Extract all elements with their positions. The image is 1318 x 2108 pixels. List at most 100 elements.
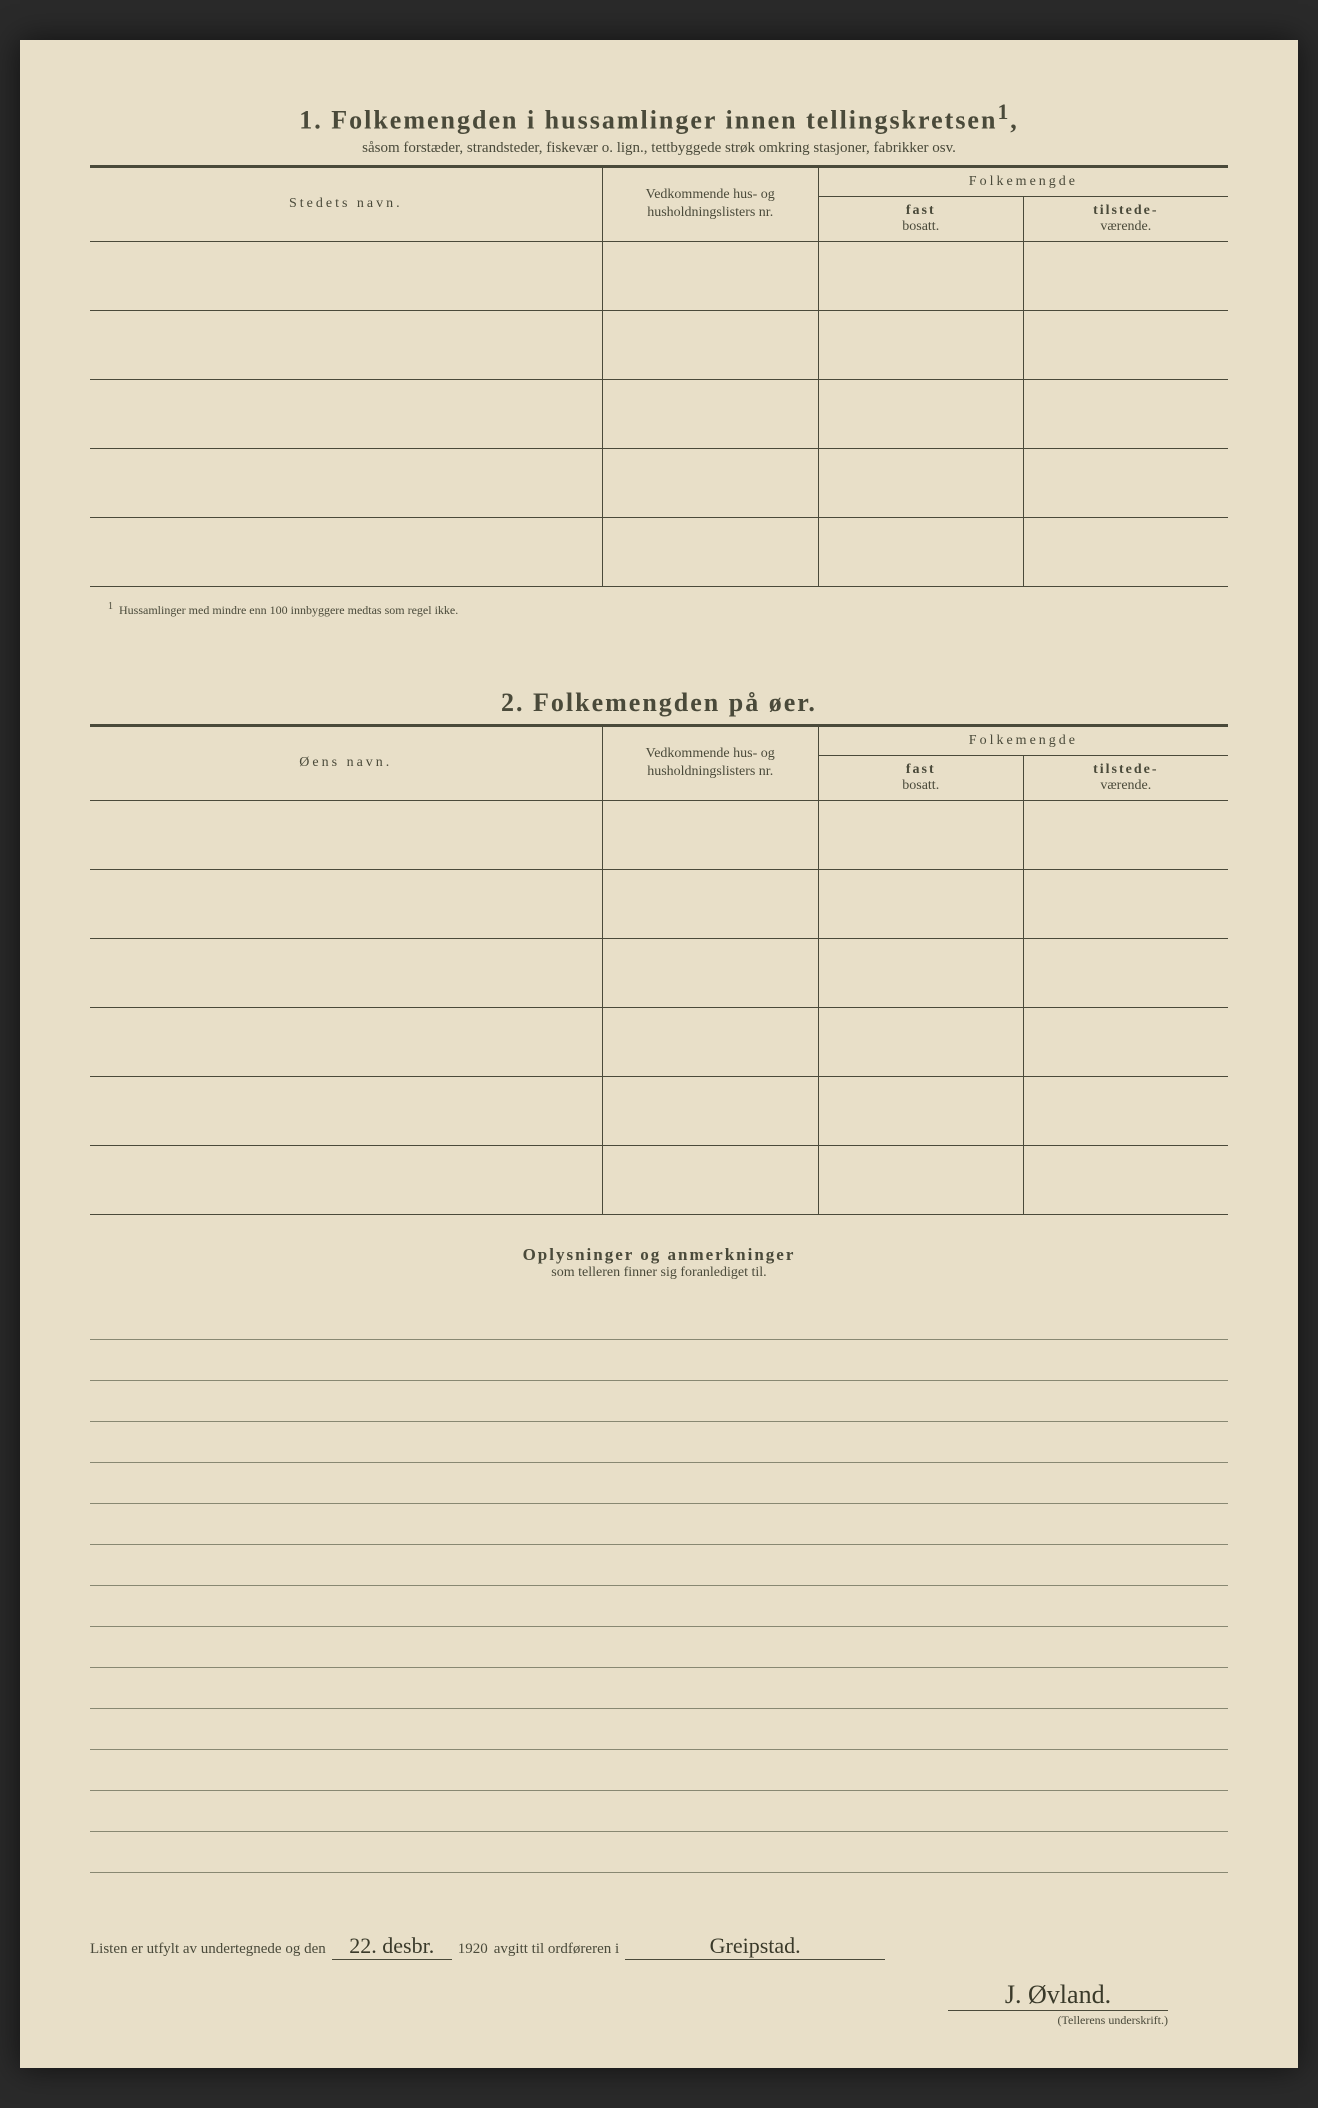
section1-th-til: tilstede-værende. xyxy=(1023,196,1228,241)
table-cell xyxy=(90,241,602,310)
section1-th-ref: Vedkommende hus- og husholdningslisters … xyxy=(602,168,818,242)
section1-sup: 1 xyxy=(997,100,1010,124)
table-row xyxy=(90,517,1228,586)
gap-1 xyxy=(90,618,1228,688)
section1-title: 1. Folkemengden i hussamlinger innen tel… xyxy=(90,100,1228,136)
table-cell xyxy=(818,869,1023,938)
section1-tbody xyxy=(90,241,1228,586)
table-cell xyxy=(602,379,818,448)
ruled-line xyxy=(90,1586,1228,1627)
section2-th-ref: Vedkommende hus- og husholdningslisters … xyxy=(602,727,818,801)
table-cell xyxy=(90,448,602,517)
ruled-line xyxy=(90,1627,1228,1668)
section2-th-til: tilstede-værende. xyxy=(1023,755,1228,800)
ruled-line xyxy=(90,1750,1228,1791)
table-row xyxy=(90,800,1228,869)
table-cell xyxy=(90,310,602,379)
table-cell xyxy=(1023,448,1228,517)
table-cell xyxy=(602,1076,818,1145)
ruled-line xyxy=(90,1463,1228,1504)
table-cell xyxy=(1023,1076,1228,1145)
table-cell xyxy=(602,869,818,938)
table-cell xyxy=(602,1007,818,1076)
table-row xyxy=(90,869,1228,938)
table-cell xyxy=(90,1076,602,1145)
section1-th-popgroup: Folkemengde xyxy=(818,168,1228,197)
section1-number: 1. xyxy=(299,106,323,135)
section1-th-fast: fastbosatt. xyxy=(818,196,1023,241)
table-cell xyxy=(90,379,602,448)
footnote-text: Hussamlinger med mindre enn 100 innbygge… xyxy=(119,603,458,617)
footer-text1: Listen er utfylt av undertegnede og den xyxy=(90,1941,326,1958)
ruled-line xyxy=(90,1791,1228,1832)
table-cell xyxy=(1023,938,1228,1007)
table-cell xyxy=(602,1145,818,1214)
table-cell xyxy=(602,517,818,586)
section2-th-popgroup: Folkemengde xyxy=(818,727,1228,756)
table-cell xyxy=(602,310,818,379)
table-cell xyxy=(818,1007,1023,1076)
section2-title-text: Folkemengden på øer. xyxy=(533,688,817,717)
footer-year: 1920 xyxy=(458,1941,488,1958)
table-cell xyxy=(1023,1145,1228,1214)
remarks-title: Oplysninger og anmerkninger xyxy=(90,1245,1228,1265)
table-row xyxy=(90,1145,1228,1214)
table-cell xyxy=(602,448,818,517)
signature-block: J. Øvland. (Tellerens underskrift.) xyxy=(90,1980,1228,2028)
footer-line: Listen er utfylt av undertegnede og den … xyxy=(90,1933,1228,1960)
table-cell xyxy=(1023,517,1228,586)
ruled-line xyxy=(90,1340,1228,1381)
table-row xyxy=(90,1007,1228,1076)
table-cell xyxy=(818,800,1023,869)
table-cell xyxy=(90,1145,602,1214)
census-form-page: 1. Folkemengden i hussamlinger innen tel… xyxy=(20,40,1298,2068)
table-cell xyxy=(818,1145,1023,1214)
table-cell xyxy=(1023,869,1228,938)
table-cell xyxy=(818,379,1023,448)
table-cell xyxy=(1023,1007,1228,1076)
table-row xyxy=(90,310,1228,379)
table-row xyxy=(90,241,1228,310)
table-cell xyxy=(90,1007,602,1076)
ruled-line xyxy=(90,1668,1228,1709)
section2-th-name: Øens navn. xyxy=(90,727,602,801)
ruled-line xyxy=(90,1381,1228,1422)
section1-subtitle: såsom forstæder, strandsteder, fiskevær … xyxy=(90,140,1228,157)
footnote-marker: 1 xyxy=(108,601,113,612)
remarks-lines xyxy=(90,1299,1228,1873)
table-cell xyxy=(818,1076,1023,1145)
footer-place-fill: Greipstad. xyxy=(625,1933,885,1960)
table-cell xyxy=(818,938,1023,1007)
table-cell xyxy=(1023,241,1228,310)
table-cell xyxy=(602,800,818,869)
section2-title: 2. Folkemengden på øer. xyxy=(90,688,1228,718)
table-cell xyxy=(90,517,602,586)
table-cell xyxy=(818,448,1023,517)
table-cell xyxy=(602,938,818,1007)
ruled-line xyxy=(90,1545,1228,1586)
section1-table: Stedets navn. Vedkommende hus- og hushol… xyxy=(90,168,1228,587)
footer-date-fill: 22. desbr. xyxy=(332,1933,452,1960)
table-row xyxy=(90,1076,1228,1145)
section2-th-fast: fastbosatt. xyxy=(818,755,1023,800)
table-cell xyxy=(1023,800,1228,869)
table-cell xyxy=(90,800,602,869)
table-row xyxy=(90,448,1228,517)
table-row xyxy=(90,938,1228,1007)
section2-table: Øens navn. Vedkommende hus- og husholdni… xyxy=(90,727,1228,1215)
section2-number: 2. xyxy=(501,688,525,717)
section2-tbody xyxy=(90,800,1228,1214)
ruled-line xyxy=(90,1832,1228,1873)
table-cell xyxy=(90,938,602,1007)
ruled-line xyxy=(90,1504,1228,1545)
table-cell xyxy=(90,869,602,938)
section1-th-name: Stedets navn. xyxy=(90,168,602,242)
section1-title-text: Folkemengden i hussamlinger innen tellin… xyxy=(331,106,997,135)
ruled-line xyxy=(90,1709,1228,1750)
table-cell xyxy=(818,517,1023,586)
section1-comma: , xyxy=(1010,106,1019,135)
table-cell xyxy=(602,241,818,310)
ruled-line xyxy=(90,1422,1228,1463)
ruled-line xyxy=(90,1299,1228,1340)
remarks-subtitle: som telleren finner sig foranlediget til… xyxy=(90,1265,1228,1281)
